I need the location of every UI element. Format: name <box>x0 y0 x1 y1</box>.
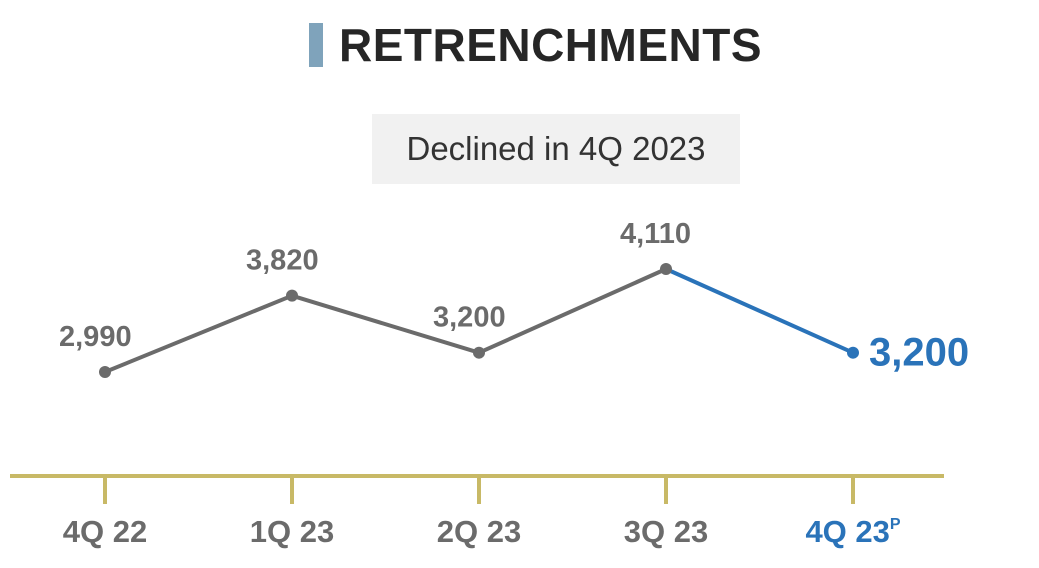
data-point <box>99 366 111 378</box>
data-label: 4,110 <box>620 218 691 250</box>
chart-subtitle: Declined in 4Q 2023 <box>406 130 706 167</box>
data-point <box>847 346 859 359</box>
series-line-segment <box>103 293 294 374</box>
x-tick-label: 3Q 23 <box>624 514 708 549</box>
data-point <box>286 289 298 302</box>
series-line-segment <box>290 293 481 355</box>
subtitle-box: Declined in 4Q 2023 <box>372 114 740 184</box>
data-point <box>660 263 672 275</box>
x-tick-label: 4Q 22 <box>63 514 147 549</box>
data-label: 3,820 <box>246 245 319 277</box>
x-tick-label-superscript: P <box>890 516 901 533</box>
chart-header: RETRENCHMENTS <box>0 18 1039 72</box>
x-tick-label: 4Q 23P <box>805 514 900 549</box>
series-line-segment <box>477 267 668 355</box>
data-point <box>473 346 485 359</box>
x-tick-label: 1Q 23 <box>250 514 334 549</box>
title-accent-bar <box>308 23 323 67</box>
series-line-segment <box>664 267 855 355</box>
data-label: 3,200 <box>869 331 969 375</box>
x-tick-label: 2Q 23 <box>437 514 521 549</box>
data-label: 2,990 <box>59 321 132 353</box>
data-label: 3,200 <box>433 302 506 334</box>
chart-title: RETRENCHMENTS <box>338 19 763 71</box>
